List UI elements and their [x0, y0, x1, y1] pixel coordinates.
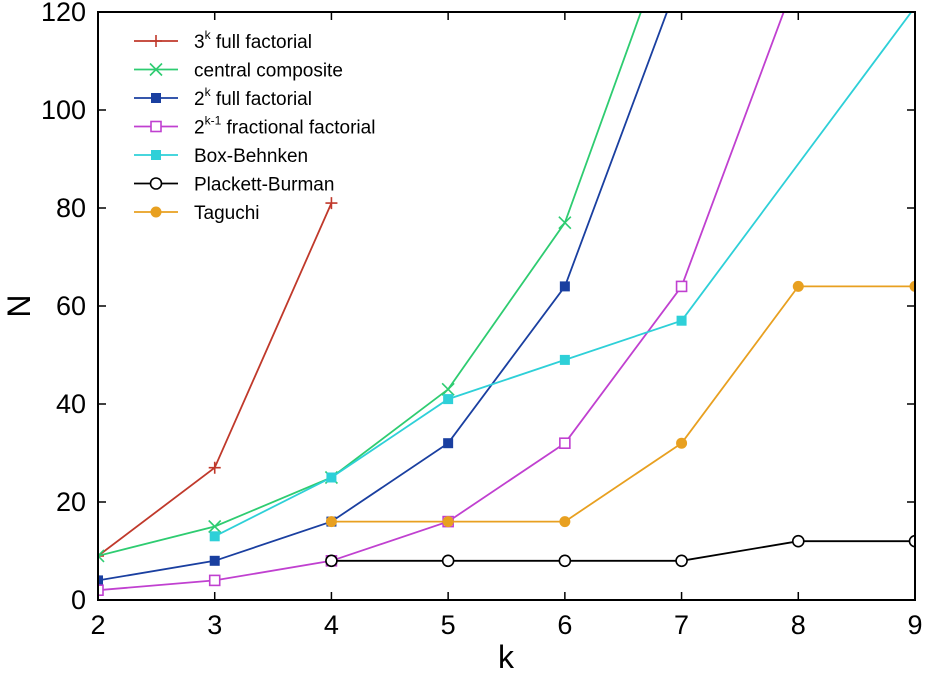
x-axis-title: k	[498, 639, 515, 675]
legend-item-central-composite: central composite	[134, 61, 343, 82]
legend-label: 2k full factorial	[194, 85, 312, 110]
data-point-2k-1-fractional-factorial	[559, 437, 571, 450]
legend-swatch-marker	[149, 177, 163, 190]
legend-swatch-marker	[151, 93, 161, 103]
series-3k-full-factorial	[98, 197, 338, 562]
data-point-box-behnken	[443, 394, 454, 405]
data-point-box-behnken	[209, 531, 220, 542]
x-tick-label: 7	[674, 610, 689, 640]
legend-label: Taguchi	[194, 203, 260, 224]
series-plackett-burman	[325, 534, 915, 568]
data-point-2k-full-factorial	[98, 575, 103, 586]
data-point-taguchi	[325, 516, 337, 528]
series-line-central-composite	[98, 12, 642, 557]
data-point-2k-1-fractional-factorial	[675, 280, 688, 293]
y-tick-label: 60	[56, 291, 86, 321]
data-point-plackett-burman	[325, 554, 338, 568]
legend-item-plackett-burman: Plackett-Burman	[134, 175, 334, 196]
x-tick-label: 6	[557, 610, 572, 640]
legend-swatch-marker	[150, 120, 162, 133]
legend-swatch-marker	[149, 62, 163, 77]
legend-item-2k-1-fractional-factorial: 2k-1 fractional factorial	[134, 114, 375, 139]
x-tick-label: 5	[441, 610, 456, 640]
series-box-behnken	[209, 12, 915, 542]
data-point-3k-full-factorial	[208, 461, 221, 474]
series-central-composite	[98, 12, 642, 563]
data-point-box-behnken	[676, 315, 687, 326]
data-point-taguchi	[442, 516, 454, 528]
series-line-plackett-burman	[331, 540, 915, 562]
data-point-3k-full-factorial	[98, 549, 104, 562]
legend: 3k full factorial central composite 2k ful…	[134, 28, 375, 224]
data-point-taguchi	[909, 280, 915, 292]
axes-layer: 2 3 4 5 6 7 8 9 0 20 40 60 80 100 120	[41, 0, 923, 640]
data-point-plackett-burman	[675, 554, 688, 568]
y-tick-label: 0	[71, 585, 86, 615]
legend-item-box-behnken: Box-Behnken	[134, 146, 308, 167]
series-taguchi	[325, 280, 915, 528]
data-point-central-composite	[441, 382, 455, 396]
legend-label: Box-Behnken	[194, 146, 308, 167]
series-line-2k-full-factorial	[98, 12, 668, 582]
data-point-plackett-burman	[908, 534, 915, 548]
legend-label: central composite	[194, 61, 343, 82]
legend-label: 2k-1 fractional factorial	[194, 114, 375, 139]
series-layer	[98, 12, 915, 597]
data-point-box-behnken	[559, 354, 570, 365]
data-point-2k-full-factorial	[209, 555, 220, 566]
y-tick-label: 40	[56, 389, 86, 419]
data-point-taguchi	[676, 437, 688, 449]
x-tick-label: 2	[90, 610, 105, 640]
data-point-2k-full-factorial	[443, 438, 454, 449]
legend-label: 3k full factorial	[194, 28, 312, 53]
legend-label: Plackett-Burman	[194, 175, 334, 196]
data-point-central-composite	[98, 549, 105, 563]
legend-swatch-marker	[150, 35, 162, 47]
y-tick-label: 20	[56, 487, 86, 517]
y-axis-title: N	[1, 294, 37, 317]
series-line-box-behnken	[214, 12, 913, 538]
x-tick-label: 8	[791, 610, 806, 640]
data-point-2k-1-fractional-factorial	[208, 574, 221, 587]
series-2k-full-factorial	[98, 12, 668, 586]
series-line-3k-full-factorial	[98, 202, 333, 557]
data-point-2k-1-fractional-factorial	[98, 584, 104, 597]
data-point-plackett-burman	[791, 534, 805, 548]
y-tick-label: 80	[56, 193, 86, 223]
y-tick-label: 100	[41, 95, 86, 125]
x-tick-label: 3	[207, 610, 222, 640]
data-point-taguchi	[792, 280, 804, 292]
data-point-plackett-burman	[558, 554, 572, 568]
data-point-box-behnken	[326, 472, 337, 483]
legend-swatch-marker	[151, 150, 161, 160]
legend-swatch-marker	[150, 206, 162, 218]
data-point-box-behnken	[910, 12, 915, 13]
data-point-central-composite	[208, 519, 222, 534]
data-point-2k-full-factorial	[559, 281, 570, 292]
series-line-taguchi	[331, 285, 915, 523]
x-tick-label: 4	[324, 610, 339, 640]
data-point-taguchi	[559, 516, 571, 528]
data-point-plackett-burman	[441, 554, 455, 568]
legend-item-2k-full-factorial: 2k full factorial	[134, 85, 312, 110]
y-tick-label: 120	[41, 0, 86, 27]
legend-item-3k-full-factorial: 3k full factorial	[134, 28, 312, 53]
x-tick-label: 9	[907, 610, 922, 640]
data-point-central-composite	[558, 216, 572, 230]
legend-item-taguchi: Taguchi	[134, 203, 260, 224]
data-point-3k-full-factorial	[325, 197, 338, 210]
